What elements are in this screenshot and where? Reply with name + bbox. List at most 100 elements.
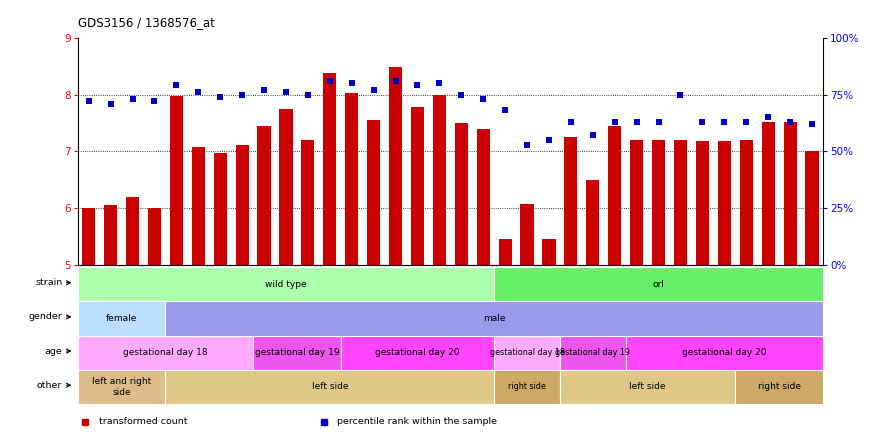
Point — [279, 89, 293, 96]
Bar — [236, 145, 249, 265]
Text: gestational day 20: gestational day 20 — [375, 348, 460, 357]
Text: orl: orl — [653, 280, 665, 289]
Text: strain: strain — [35, 278, 63, 287]
Point — [695, 118, 709, 125]
Bar — [165, 301, 823, 336]
Point — [81, 98, 95, 105]
Point — [608, 118, 622, 125]
Bar — [494, 336, 560, 370]
Bar — [718, 141, 731, 265]
Point — [411, 82, 425, 89]
Point — [301, 91, 315, 98]
Bar — [78, 267, 494, 301]
Bar — [564, 137, 577, 265]
Point — [761, 114, 775, 121]
Bar — [389, 67, 402, 265]
Bar — [411, 107, 424, 265]
Bar — [253, 336, 341, 370]
Bar — [170, 96, 183, 265]
Bar — [147, 208, 161, 265]
Point — [476, 95, 490, 103]
Bar — [78, 301, 165, 336]
Text: gestational day 19: gestational day 19 — [555, 348, 630, 357]
Point — [783, 118, 797, 125]
Point — [564, 118, 578, 125]
Bar — [126, 197, 140, 265]
Bar — [214, 153, 227, 265]
Text: GDS3156 / 1368576_at: GDS3156 / 1368576_at — [78, 16, 215, 29]
Text: percentile rank within the sample: percentile rank within the sample — [337, 417, 497, 426]
Point — [389, 77, 403, 84]
Bar — [740, 140, 753, 265]
Text: left side: left side — [312, 382, 348, 392]
Point — [147, 98, 162, 105]
Point — [805, 121, 819, 128]
Text: transformed count: transformed count — [99, 417, 187, 426]
Bar — [258, 126, 270, 265]
Bar — [652, 140, 665, 265]
Bar — [626, 336, 823, 370]
Bar — [805, 151, 819, 265]
Point — [213, 93, 227, 100]
Text: wild type: wild type — [265, 280, 306, 289]
Bar — [367, 120, 381, 265]
Bar — [761, 122, 774, 265]
Text: gender: gender — [28, 313, 63, 321]
Point — [498, 107, 512, 114]
Text: right side: right side — [508, 382, 546, 392]
Bar — [736, 370, 823, 404]
Bar — [696, 141, 709, 265]
Bar — [560, 336, 626, 370]
Bar — [279, 109, 292, 265]
Bar — [455, 123, 468, 265]
Point — [322, 77, 336, 84]
Text: gestational day 18: gestational day 18 — [123, 348, 208, 357]
Point — [125, 95, 140, 103]
Text: left side: left side — [630, 382, 666, 392]
Text: gestational day 20: gestational day 20 — [682, 348, 766, 357]
Text: left and right
side: left and right side — [92, 377, 151, 396]
Bar — [345, 93, 358, 265]
Bar — [542, 239, 555, 265]
Bar — [341, 336, 494, 370]
Text: gestational day 18: gestational day 18 — [489, 348, 564, 357]
Point — [739, 118, 753, 125]
Text: other: other — [37, 381, 63, 390]
Text: male: male — [483, 314, 505, 323]
Point — [652, 118, 666, 125]
Point — [257, 87, 271, 94]
Point — [170, 82, 184, 89]
Bar — [586, 180, 600, 265]
Bar — [494, 267, 823, 301]
Bar — [560, 370, 736, 404]
Bar — [433, 95, 446, 265]
Bar — [192, 147, 205, 265]
Bar — [520, 204, 533, 265]
Text: age: age — [44, 347, 63, 356]
Bar — [499, 239, 512, 265]
Point — [717, 118, 731, 125]
Point — [542, 136, 556, 143]
Bar — [78, 336, 253, 370]
Bar — [82, 208, 95, 265]
Bar — [104, 206, 117, 265]
Text: female: female — [106, 314, 137, 323]
Bar — [323, 73, 336, 265]
Point — [235, 91, 249, 98]
Point — [630, 118, 644, 125]
Bar — [494, 370, 560, 404]
Bar — [630, 140, 643, 265]
Bar — [165, 370, 494, 404]
Text: gestational day 19: gestational day 19 — [254, 348, 339, 357]
Bar — [477, 129, 490, 265]
Point — [674, 91, 688, 98]
Point — [344, 79, 358, 87]
Point — [520, 141, 534, 148]
Text: right side: right side — [758, 382, 801, 392]
Point — [454, 91, 468, 98]
Point — [192, 89, 206, 96]
Point — [366, 87, 381, 94]
Point — [433, 79, 447, 87]
Bar — [301, 140, 314, 265]
Bar — [674, 140, 687, 265]
